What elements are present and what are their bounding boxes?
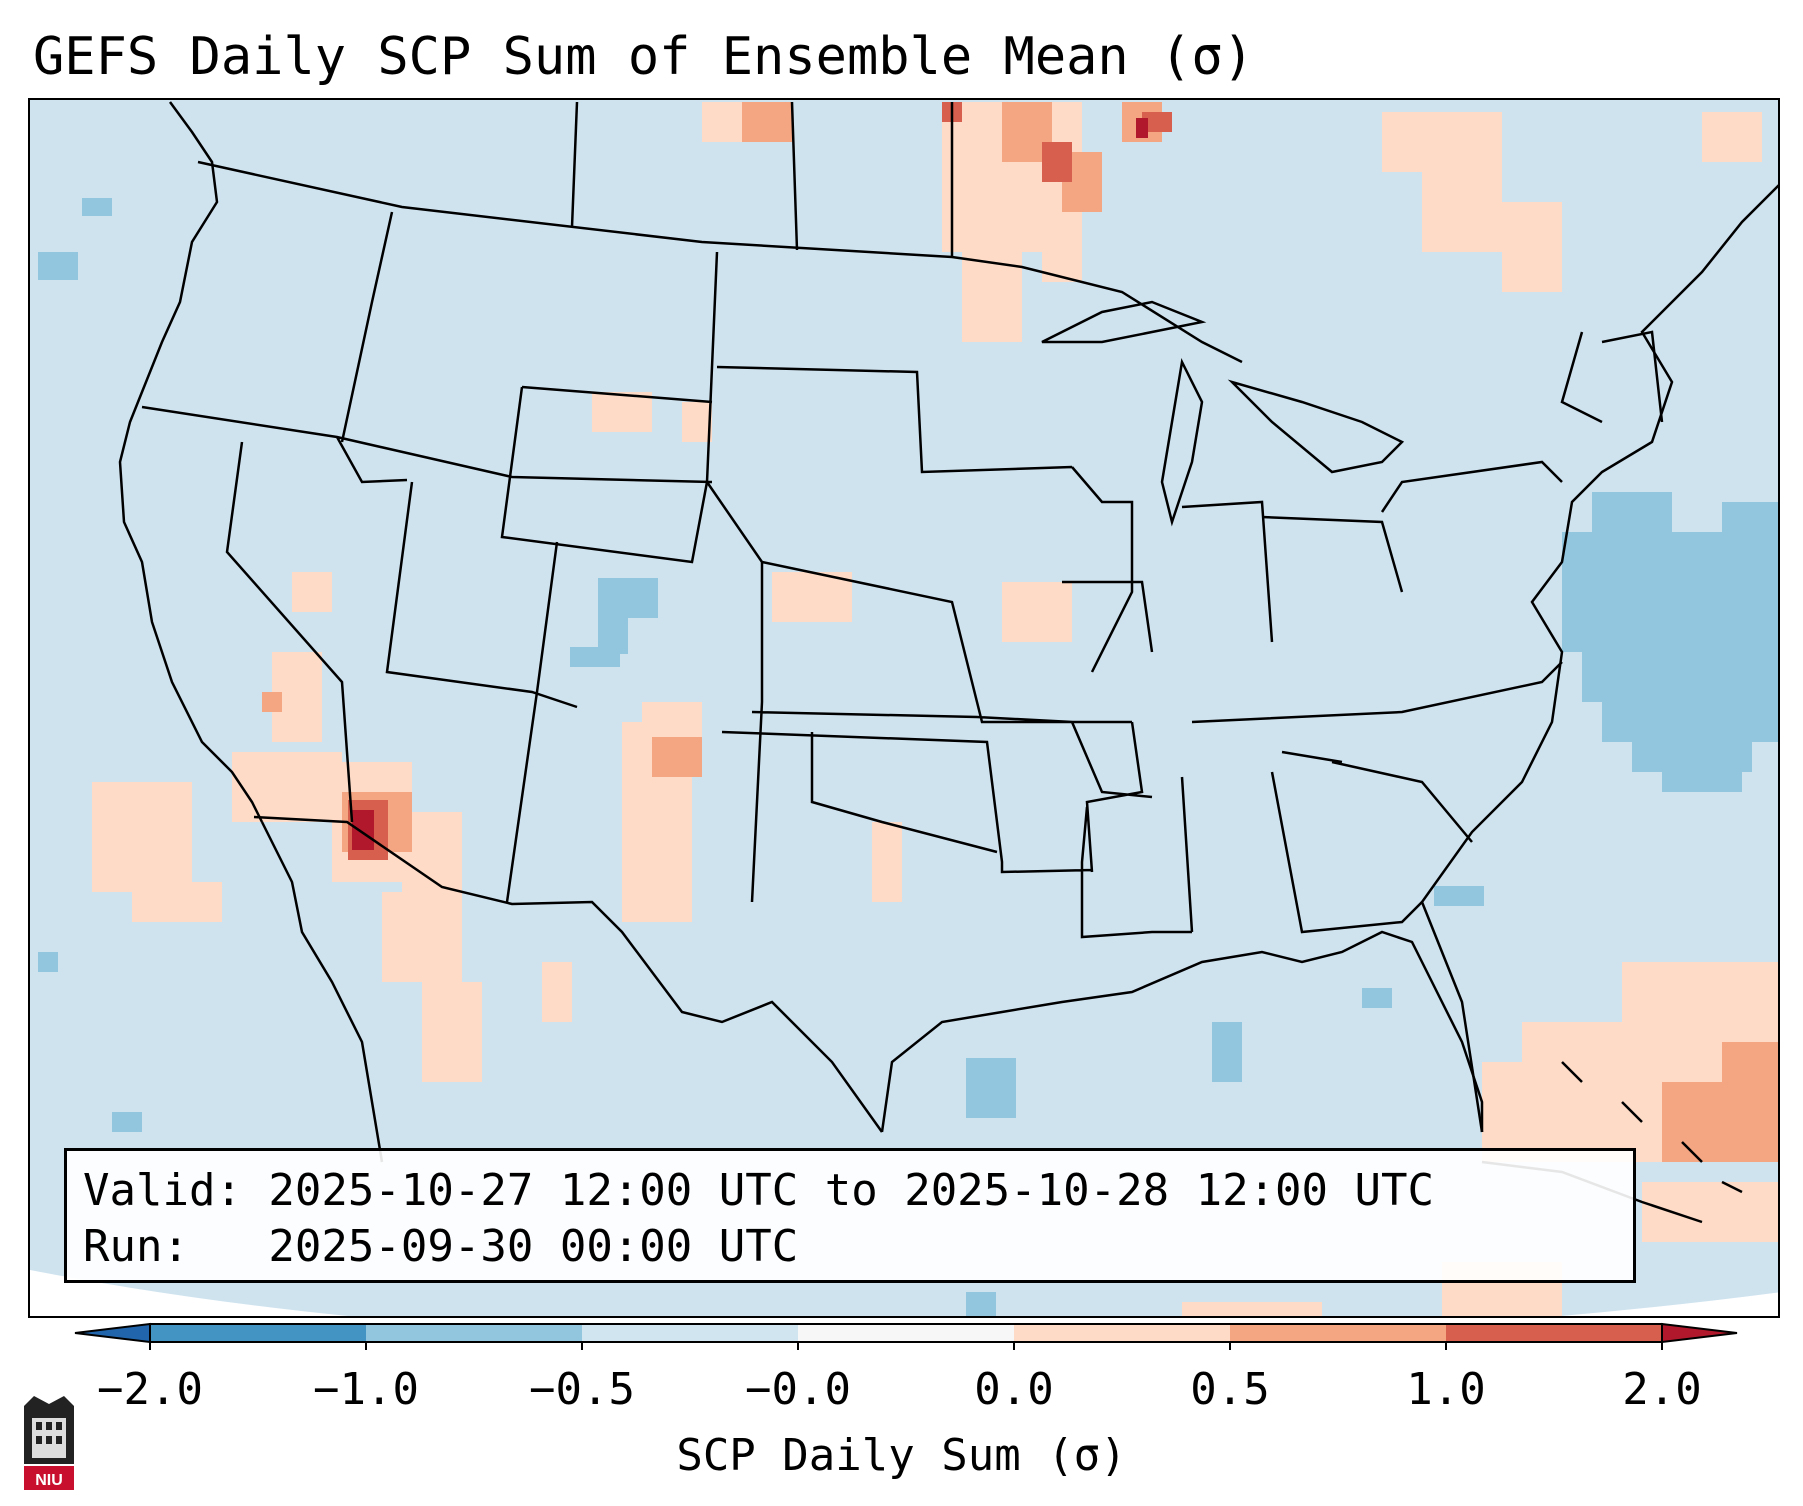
political-boundaries <box>118 101 1778 1224</box>
map-canvas <box>30 100 1778 1316</box>
colorbar-under-arrow <box>74 1322 151 1344</box>
canada-border <box>197 160 1243 364</box>
colorbar-bin <box>1230 1324 1447 1342</box>
colorbar-over-arrow <box>1661 1322 1738 1344</box>
positive-light-regions <box>92 102 1778 1316</box>
colorbar-tick-label: −1.0 <box>313 1364 419 1415</box>
colorbar-bin <box>798 1324 1015 1342</box>
atlantic-coastline <box>1420 184 1778 1133</box>
anomaly-cells <box>38 102 1778 1316</box>
colorbar-tick-label: −0.0 <box>745 1364 851 1415</box>
colorbar-bin <box>582 1324 799 1342</box>
map-panel <box>28 98 1780 1318</box>
colorbar-outline <box>149 1323 1663 1343</box>
colorbar-tick-label: −0.5 <box>529 1364 635 1415</box>
scattered-negative-cells <box>38 198 1484 1316</box>
colorbar-label: SCP Daily Sum (σ) <box>676 1430 1127 1481</box>
state-lines <box>141 101 1664 939</box>
bahamas-islands <box>1561 1061 1743 1194</box>
lake-michigan <box>1160 358 1204 527</box>
valid-run-info-box: Valid: 2025-10-27 12:00 UTC to 2025-10-2… <box>64 1148 1636 1283</box>
valid-time-text: Valid: 2025-10-27 12:00 UTC to 2025-10-2… <box>83 1165 1435 1216</box>
atlantic-negative-region <box>1562 492 1778 792</box>
gulf-coastline <box>880 930 1484 1133</box>
west-coastline <box>118 101 264 823</box>
lake-huron-erie <box>1227 379 1405 474</box>
colorbar-tick-marks <box>149 1342 1663 1350</box>
colorbar <box>74 1322 1738 1350</box>
colorbar-tick-label: 2.0 <box>1622 1364 1702 1415</box>
colorbar-bin <box>366 1324 583 1342</box>
colorbar-tick-label: 1.0 <box>1406 1364 1486 1415</box>
lake-superior <box>1041 300 1207 344</box>
colorbar-bins <box>150 1324 1663 1342</box>
colorbar-bin <box>1446 1324 1663 1342</box>
colorbar-bin <box>150 1324 367 1342</box>
colorbar-bin <box>1014 1324 1231 1342</box>
colorbar-tick-label: 0.5 <box>1190 1364 1270 1415</box>
baja-coast <box>260 821 384 1163</box>
mexico-border <box>253 815 884 1133</box>
colorbar-tick-label: 0.0 <box>974 1364 1054 1415</box>
run-time-text: Run: 2025-09-30 00:00 UTC <box>83 1221 799 1272</box>
colorbar-tick-label: −2.0 <box>97 1364 203 1415</box>
niu-logo: NIU <box>24 1396 74 1490</box>
plot-title: GEFS Daily SCP Sum of Ensemble Mean (σ) <box>33 27 1254 87</box>
positive-peak-cells <box>352 118 1148 850</box>
niu-logo-text: NIU <box>35 1472 63 1489</box>
